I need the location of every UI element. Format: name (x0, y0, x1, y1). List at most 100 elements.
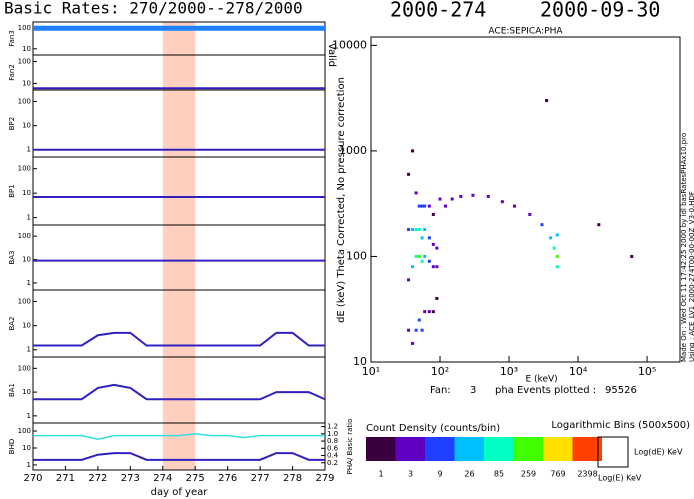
density-point (420, 259, 424, 263)
colorbar-label: 9 (437, 470, 442, 479)
x-tick-label: 279 (315, 473, 334, 484)
colorbar-title: Count Density (counts/bin) (366, 423, 500, 434)
density-point (555, 265, 559, 269)
colorbar-cell (425, 437, 455, 461)
density-point (540, 223, 544, 227)
y-label: dE (keV) Theta Corrected, No pressure co… (336, 77, 347, 323)
colorbar-label: 85 (494, 470, 504, 479)
density-point (435, 296, 439, 300)
bins-label: Logarithmic Bins (500x500) (551, 420, 690, 431)
density-point (417, 204, 421, 208)
events-label: pha Events plotted : (495, 385, 596, 396)
density-point (545, 99, 549, 103)
density-point (450, 197, 454, 201)
colorbar-label: 259 (521, 470, 536, 479)
density-point (414, 254, 418, 258)
panel-label: Fan2 (8, 64, 16, 81)
x-tick-label: 10² (431, 365, 449, 378)
panel-label: BA3 (8, 250, 16, 264)
y2-tick-label: 1.2 (327, 423, 338, 431)
density-point (407, 278, 411, 282)
legend-box (597, 436, 629, 468)
x-label: day of year (151, 487, 209, 498)
y-tick-label: 100 (346, 249, 367, 262)
ratio-line (33, 433, 325, 441)
x-tick-label: 274 (153, 473, 172, 484)
density-point (500, 200, 504, 204)
y-tick-label: 1 (27, 146, 31, 154)
x-tick-label: 277 (251, 473, 270, 484)
density-point (552, 246, 556, 250)
density-point (431, 265, 435, 269)
density-point (427, 310, 431, 314)
y2-tick-label: 1.0 (327, 430, 338, 438)
density-point (407, 172, 411, 176)
density-point (459, 194, 463, 198)
y-tick-label: 1 (27, 461, 31, 469)
density-point (420, 204, 424, 208)
density-point (549, 236, 553, 240)
rate-line (33, 383, 326, 401)
density-point (486, 194, 490, 198)
y2-label: PHA/ Basic ratio (346, 419, 354, 475)
density-point (423, 310, 427, 314)
colorbar-label: 1 (378, 470, 383, 479)
plot-frame (370, 36, 681, 363)
y2-tick-label: 0.4 (327, 452, 339, 460)
density-point (431, 242, 435, 246)
y-tick-label: 10 (22, 189, 31, 197)
panel-label: BHD (8, 439, 16, 454)
y-tick-label: 10 (22, 256, 31, 264)
density-point (411, 149, 415, 153)
y-tick-label: 10 (22, 322, 31, 330)
colorbar-label: 769 (550, 470, 565, 479)
density-point (420, 236, 424, 240)
x-tick-label: 271 (56, 473, 75, 484)
legend-x: Log(E) KeV (598, 474, 642, 483)
density-point (414, 191, 418, 195)
using: Using : ACE_LV1_2000-274T00-00-00Z_V3-0.… (688, 191, 694, 362)
density-point (431, 310, 435, 314)
rate-line (33, 331, 325, 347)
date: 2000-09-30 (540, 0, 660, 22)
density-point (407, 228, 411, 232)
y-tick-label: 10 (22, 45, 31, 53)
panel-label: BP1 (8, 184, 16, 197)
x-tick-label: 278 (283, 473, 302, 484)
y-tick-label: 100 (18, 58, 31, 66)
colorbar-cell (366, 437, 396, 461)
y-tick-label: 10 (22, 122, 31, 130)
made-on: Made On : Wed Oct 11 17:42:25 2000 by id… (680, 133, 688, 362)
density-point (417, 254, 421, 258)
y-tick-label: 1000 (339, 144, 367, 157)
panel-label: BA1 (8, 383, 16, 397)
density-point (417, 228, 421, 232)
x-tick-label: 10⁴ (569, 365, 588, 378)
density-point (427, 204, 431, 208)
density-point (597, 223, 601, 227)
y-tick-label: 10000 (332, 38, 367, 51)
y-tick-label: 1 (27, 214, 31, 222)
valid-label: Valid (326, 43, 337, 67)
colorbar-label: 3 (408, 470, 413, 479)
legend-y: Log(dE) KeV (634, 448, 683, 457)
density-point (420, 328, 424, 332)
y-tick-label: 100 (18, 364, 31, 372)
density-point (630, 254, 634, 258)
density-point (427, 259, 431, 263)
panel-label: BA2 (8, 316, 16, 330)
colorbar-cell (454, 437, 484, 461)
panel-frame (32, 422, 326, 471)
density-point (513, 204, 516, 208)
density-point (417, 318, 421, 322)
density-point (423, 228, 427, 232)
density-point (407, 328, 411, 332)
fan-value: 3 (470, 385, 476, 396)
density-point (471, 193, 475, 197)
rate-line (33, 452, 325, 461)
colorbar-label: 2398 (577, 470, 597, 479)
y-tick-label: 10 (22, 388, 31, 396)
y-tick-label: 100 (18, 427, 31, 435)
colorbar-cell (543, 437, 573, 461)
